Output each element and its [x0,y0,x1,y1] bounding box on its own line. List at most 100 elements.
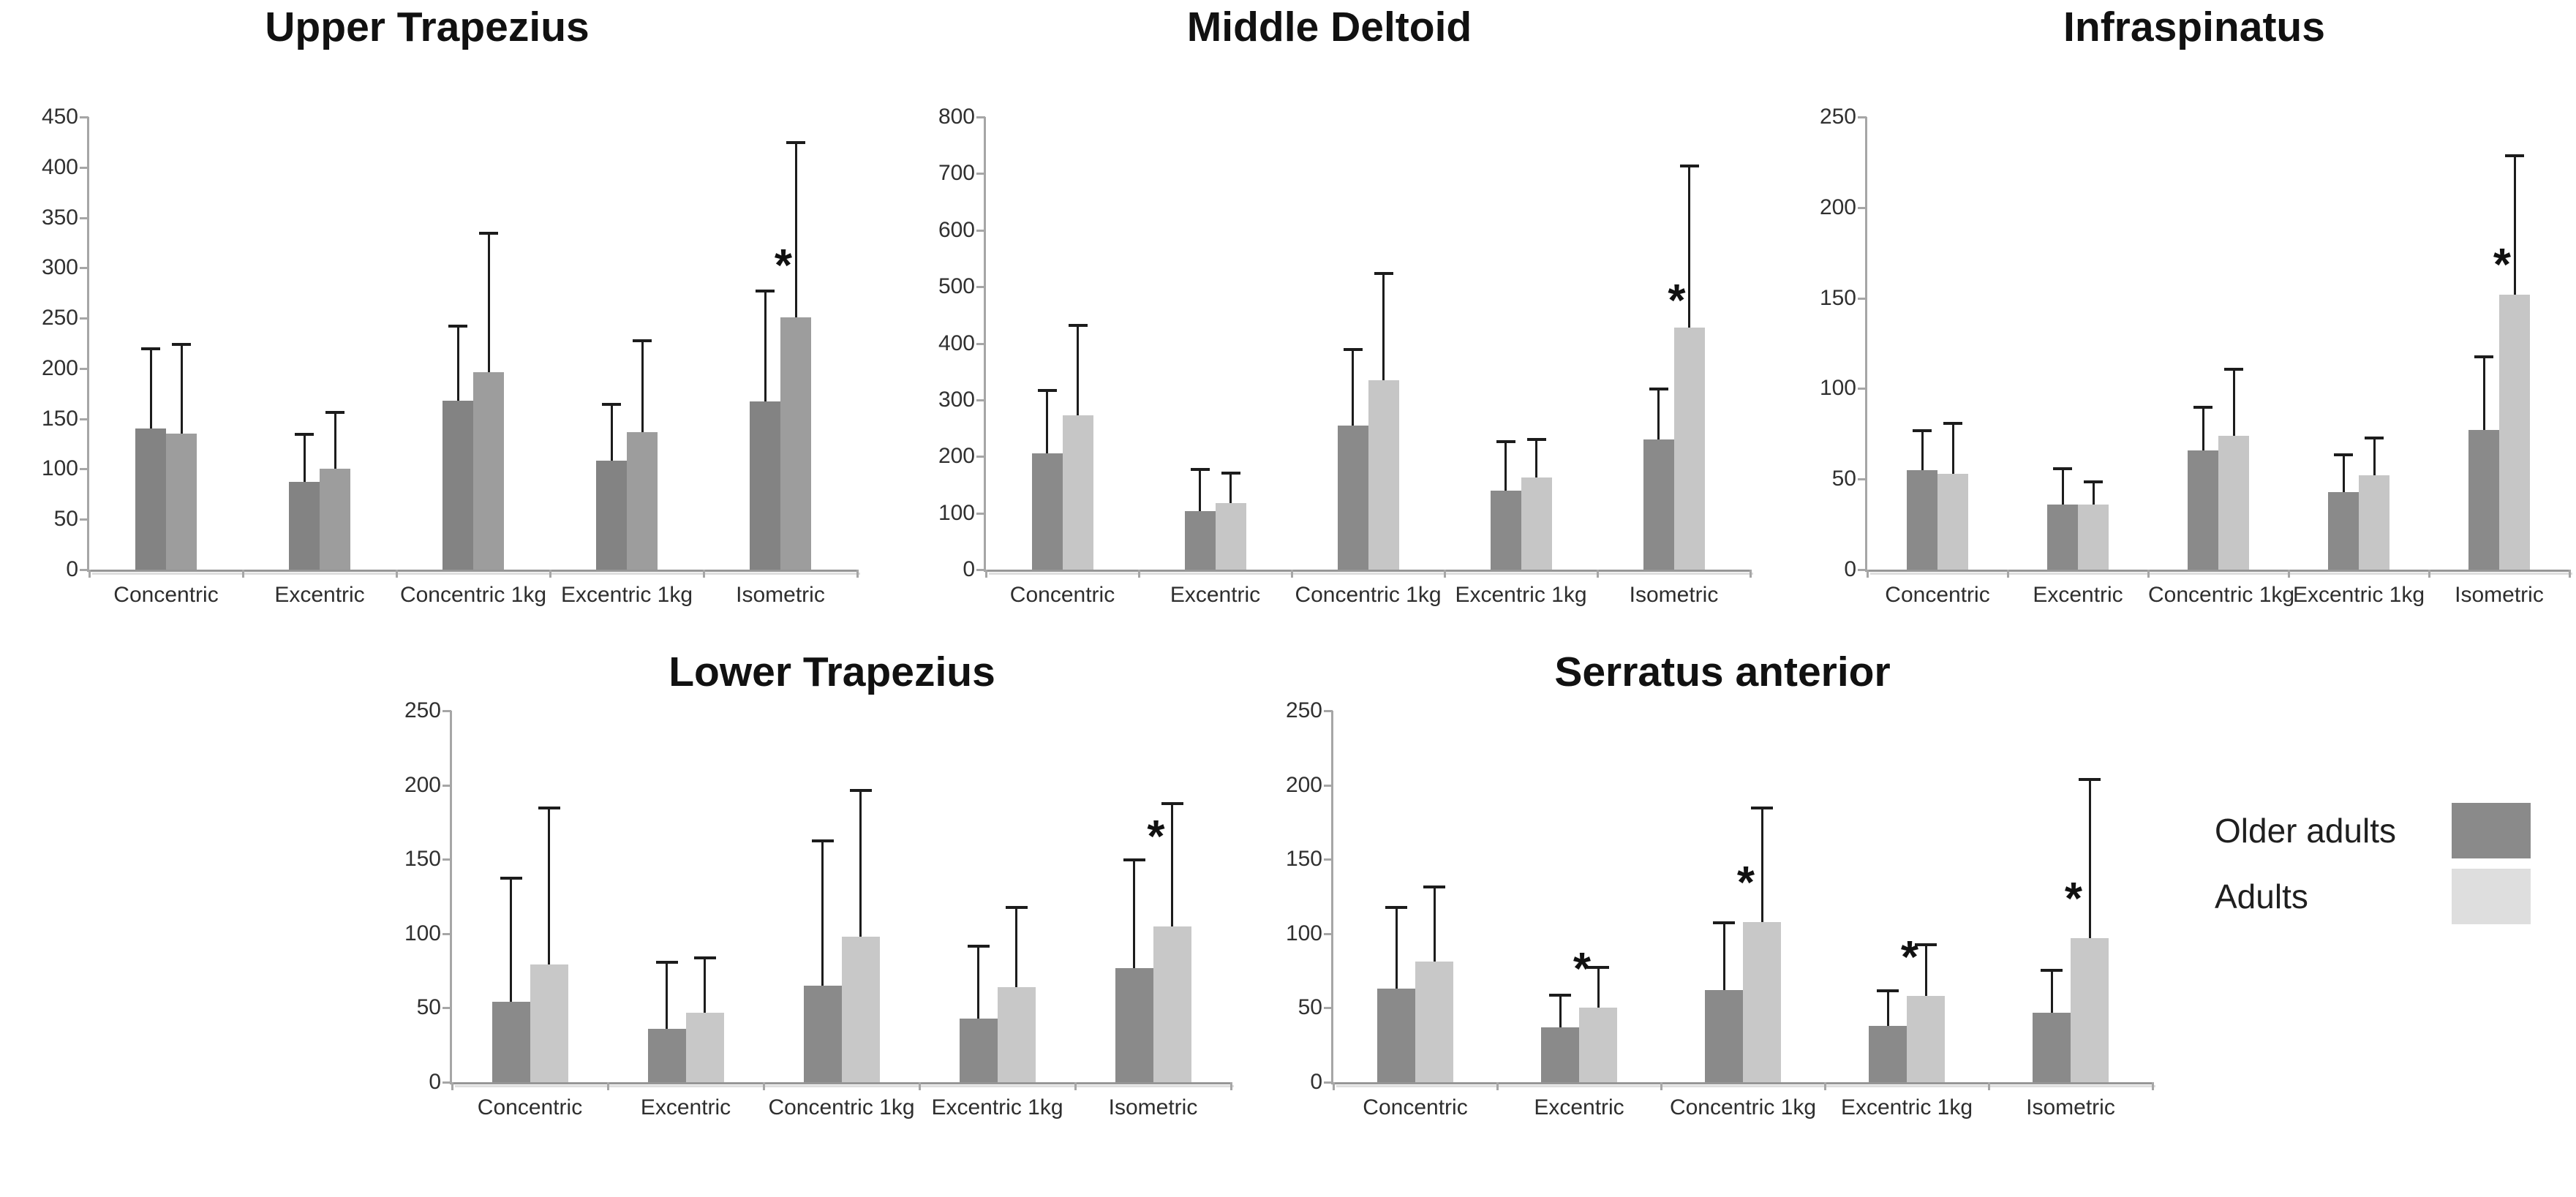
y-tick-label: 0 [429,1070,441,1094]
y-tick-mark [442,932,451,935]
bar-adults [166,434,197,570]
x-tick-mark [451,1082,453,1090]
bar-older-adults [135,428,166,570]
legend-swatch-older-adults [2452,803,2531,858]
error-bar-cap [141,347,160,351]
category-label: Excentric [274,583,365,607]
y-tick-label: 0 [963,557,975,581]
bar-adults [2359,475,2389,570]
y-tick-mark [80,518,88,521]
bar-adults [1153,926,1191,1082]
bar-older-adults [442,400,473,570]
legend: Older adults Adults [2215,803,2531,934]
chart-title-middle-deltoid: Middle Deltoid [1186,4,1472,50]
error-bar-cap [1751,807,1773,810]
bar-adults [841,936,880,1082]
y-tick-label: 500 [938,274,975,299]
significance-asterisk: * [774,241,793,292]
error-bar [2232,369,2235,436]
error-bar-cap [1877,989,1899,993]
x-tick-mark [1291,570,1293,578]
y-tick-mark [442,784,451,787]
bar-older-adults [1541,1027,1579,1082]
error-bar-cap [1526,437,1546,441]
y-tick-mark [1324,784,1333,787]
y-tick-label: 600 [938,217,975,242]
error-bar [641,340,644,432]
error-bar-cap [2474,355,2493,358]
error-bar-cap [2079,778,2101,782]
x-tick-mark [1496,1082,1499,1090]
y-tick-label: 250 [1819,105,1856,129]
error-bar-cap [2365,437,2384,440]
error-bar [1504,440,1507,491]
error-bar [2092,480,2095,505]
error-bar-cap [1374,271,1393,275]
error-bar-cap [172,342,191,346]
x-tick-mark [1333,1082,1335,1090]
error-bar [1688,165,1690,328]
error-bar-cap [1679,164,1699,167]
error-bar [2050,969,2053,1013]
x-tick-mark [1138,570,1140,578]
y-tick-mark [80,116,88,118]
error-bar-cap [1343,348,1363,352]
bar-older-adults [750,401,780,570]
error-bar [1352,349,1354,426]
error-bar-cap [1649,388,1668,391]
category-label: Concentric 1kg [768,1095,915,1119]
error-bar [2342,453,2345,492]
legend-swatch-adults [2452,869,2531,924]
bar-adults [530,964,568,1082]
bar-adults [1368,380,1399,570]
bar-older-adults [1377,988,1415,1082]
error-bar-cap [538,807,560,810]
category-label: Excentric 1kg [1840,1095,1973,1119]
error-bar-cap [1190,468,1210,472]
y-tick-mark [1858,206,1867,209]
x-axis-shadow [989,573,1753,575]
error-bar [764,290,767,402]
bar-adults [1937,473,1968,570]
y-tick-mark [1858,478,1867,481]
y-tick-label: 0 [1310,1070,1322,1094]
error-bar-cap [633,339,652,343]
x-axis-shadow [1336,1085,2155,1087]
y-tick-label: 350 [41,205,78,230]
y-tick-label: 250 [1285,698,1322,722]
bar-older-adults [1337,425,1368,570]
chart-title-upper-trapezius: Upper Trapezius [265,4,590,50]
bar-older-adults [1869,1025,1907,1082]
error-bar [1535,438,1537,477]
x-tick-mark [2147,570,2150,578]
bar-adults [1673,327,1705,570]
category-label: Excentric [1170,583,1261,607]
category-label: Excentric 1kg [931,1095,1063,1119]
error-bar [1077,324,1079,415]
y-tick-mark [80,317,88,320]
error-bar-cap [479,232,498,235]
y-tick-mark [1858,388,1867,390]
x-tick-mark [2569,570,2571,578]
y-tick-mark [80,166,88,169]
y-tick-mark [1324,1081,1333,1084]
error-bar-cap [295,433,314,437]
x-tick-mark [242,570,244,578]
y-tick-mark [1858,116,1867,118]
y-tick-label: 200 [1285,772,1322,797]
y-tick-mark [976,286,985,289]
x-tick-mark [1074,1082,1077,1090]
y-tick-mark [442,1081,451,1084]
category-label: Concentric [1885,583,1990,607]
category-label: Excentric 1kg [560,583,693,607]
error-bar [1886,990,1889,1026]
error-bar [2088,779,2091,938]
error-bar-cap [786,141,805,145]
category-label: Isometric [2455,583,2544,607]
error-bar-cap [602,403,621,407]
y-tick-mark [1324,710,1333,712]
plot-area-serratus-anterior: 0 50 100 150 200 250 Concentric * Excentric * Conc… [1286,698,2155,1119]
error-bar-cap [1221,471,1240,475]
y-tick-label: 200 [938,444,975,469]
error-bar [1015,907,1017,987]
